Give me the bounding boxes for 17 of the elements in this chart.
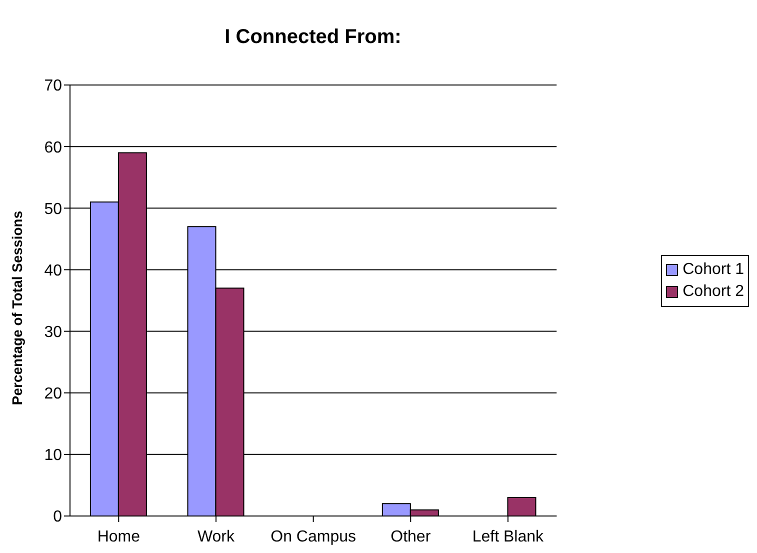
- y-tick-label: 20: [44, 386, 62, 403]
- x-tick-label: Work: [197, 528, 236, 546]
- legend-label: Cohort 2: [682, 282, 744, 302]
- x-tick-label: Other: [390, 528, 432, 546]
- y-axis-title: Percentage of Total Sessions: [9, 210, 25, 406]
- x-tick-label: On Campus: [270, 528, 356, 546]
- chart-title: I Connected From:: [224, 26, 402, 49]
- y-tick-label: 0: [53, 508, 62, 526]
- y-tick-label: 10: [44, 447, 62, 464]
- y-tick-label: 70: [44, 78, 62, 95]
- y-tick-label: 40: [44, 262, 62, 280]
- x-tick-label: Home: [97, 528, 140, 546]
- legend-label: Cohort 1: [682, 260, 744, 280]
- x-tick-label: Left Blank: [472, 528, 545, 546]
- y-tick-label: 30: [44, 324, 62, 341]
- y-tick-label: 50: [44, 200, 62, 218]
- y-tick-label: 60: [44, 139, 62, 156]
